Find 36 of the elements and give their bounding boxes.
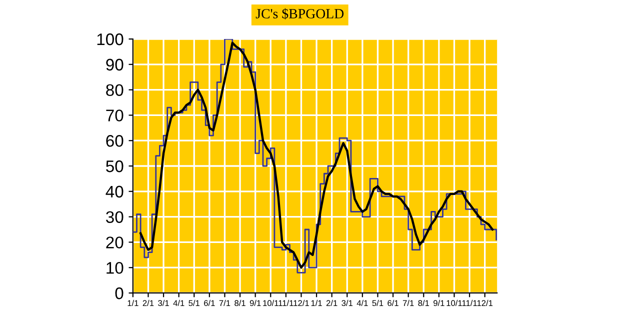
x-tick-label: 4/1 <box>173 300 184 306</box>
y-tick-label: 90 <box>106 58 124 71</box>
x-tick-label: 10/1 <box>263 300 278 306</box>
x-tick-label: 2/1 <box>326 300 338 306</box>
y-tick-label: 100 <box>97 33 124 46</box>
chart-title: JC's $BPGOLD <box>256 8 344 20</box>
y-tick-label: 60 <box>106 135 124 147</box>
x-tick-label: 3/1 <box>342 300 353 306</box>
x-tick-label: 6/1 <box>388 300 398 306</box>
y-tick-label: 30 <box>106 211 124 223</box>
x-tick-label: 7/1 <box>219 300 230 306</box>
y-tick-label: 70 <box>106 110 124 122</box>
x-tick-label: 3/1 <box>158 300 169 306</box>
y-tick-label: 80 <box>106 84 124 96</box>
x-tick-label: 9/1 <box>250 300 261 306</box>
x-tick-label: 5/1 <box>372 300 384 306</box>
x-tick-label: 7/1 <box>402 300 414 306</box>
x-tick-label: 1/1 <box>128 300 138 306</box>
y-tick-label: 40 <box>106 186 124 198</box>
x-tick-label: 11/1 <box>278 300 294 306</box>
x-tick-label: 10/1 <box>446 300 462 306</box>
x-tick-label: 5/1 <box>188 300 200 306</box>
x-tick-label: 2/1 <box>142 300 154 306</box>
y-tick-label: 0 <box>115 287 124 300</box>
x-tick-label: 12/1 <box>294 300 309 306</box>
x-tick-label: 12/1 <box>477 300 493 306</box>
x-tick-label: 4/1 <box>356 300 368 306</box>
x-tick-label: 8/1 <box>234 300 246 306</box>
x-tick-label: 8/1 <box>418 300 430 306</box>
x-tick-label: 6/1 <box>204 300 215 306</box>
y-tick-label: 20 <box>106 236 124 248</box>
x-tick-label: 1/1 <box>311 300 322 306</box>
x-tick-label: 9/1 <box>434 300 444 306</box>
y-tick-label: 10 <box>106 262 124 274</box>
x-tick-label: 11/1 <box>462 300 477 306</box>
y-tick-label: 50 <box>106 160 124 172</box>
